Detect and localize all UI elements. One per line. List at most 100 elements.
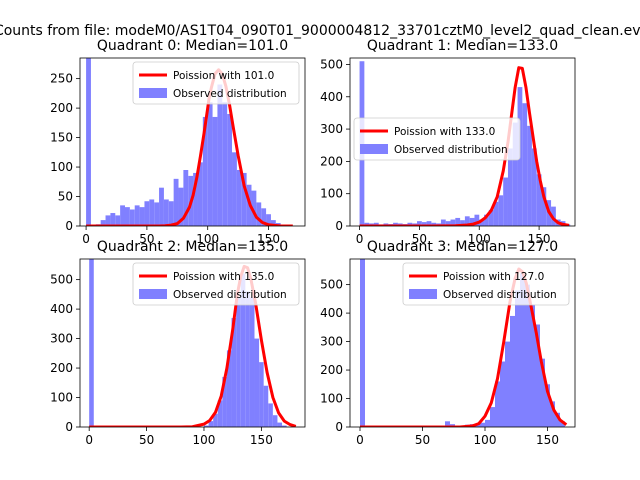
histogram-bar xyxy=(560,421,565,427)
histogram-bar xyxy=(445,221,451,226)
histogram-bar xyxy=(203,425,209,427)
y-tick-label: 100 xyxy=(50,391,73,405)
histogram-bar xyxy=(510,315,515,427)
legend-entry: Poission with 133.0 xyxy=(394,126,495,138)
y-tick-label: 0 xyxy=(65,420,73,434)
legend-entry: Observed distribution xyxy=(173,289,287,301)
histogram-bar xyxy=(282,425,287,427)
x-tick-label: 0 xyxy=(356,433,364,447)
histogram-bar xyxy=(527,125,532,226)
histogram-bar xyxy=(393,222,398,226)
y-tick-label: 0 xyxy=(335,219,343,233)
histogram-bar xyxy=(495,381,500,427)
histogram-bar xyxy=(178,187,184,226)
histogram-bar xyxy=(173,178,179,226)
histogram-bar xyxy=(226,350,232,427)
histogram-bar xyxy=(479,219,485,226)
legend-entry: Observed distribution xyxy=(394,144,508,156)
axes-frame xyxy=(79,258,306,428)
legend-box xyxy=(132,262,300,306)
histogram-bar xyxy=(129,209,135,226)
histogram-bar xyxy=(541,187,547,226)
histogram-bar xyxy=(484,214,489,226)
histogram-bar xyxy=(263,385,269,427)
histogram-bar xyxy=(125,207,130,226)
histogram-bar xyxy=(197,162,203,226)
histogram-bar xyxy=(530,304,535,427)
histogram-bar xyxy=(100,220,106,226)
x-tick-label: 100 xyxy=(468,232,491,246)
axes-frame xyxy=(349,57,576,227)
histogram-bar xyxy=(268,403,273,427)
y-tick-label: 300 xyxy=(320,335,343,349)
x-tick-label: 50 xyxy=(412,232,427,246)
histogram-bar xyxy=(193,172,198,226)
x-tick-label: 100 xyxy=(196,232,219,246)
legend-entry: Observed distribution xyxy=(443,289,557,301)
histogram-bar xyxy=(464,216,470,226)
y-tick-label: 200 xyxy=(320,363,343,377)
histogram-bar xyxy=(272,415,278,427)
y-tick-label: 400 xyxy=(320,306,343,320)
histogram-bar xyxy=(522,103,528,226)
histogram-bar xyxy=(407,222,413,226)
histogram-bar xyxy=(240,273,246,427)
histogram-bar xyxy=(212,116,218,226)
y-tick-label: 0 xyxy=(65,219,73,233)
y-tick-label: 50 xyxy=(58,190,73,204)
histogram-bar xyxy=(154,202,160,226)
histogram-bar xyxy=(232,152,237,226)
y-tick-label: 200 xyxy=(50,101,73,115)
histogram-bar xyxy=(545,384,550,427)
histogram-bar xyxy=(515,290,520,427)
histogram-bar xyxy=(520,273,525,427)
subplot-grid: 0 50 100 150 0 50 100 150 200 250 Quadrant 0: Medi… xyxy=(50,38,576,447)
legend-entry: Observed distribution xyxy=(173,88,287,100)
histogram-bar xyxy=(277,422,283,427)
plot-area xyxy=(86,58,293,226)
histogram-bar xyxy=(251,190,257,226)
histogram-bar xyxy=(493,201,499,226)
histogram-bar xyxy=(507,148,513,226)
histogram-bar xyxy=(460,220,465,226)
histogram-bar xyxy=(450,219,456,226)
histogram-bar xyxy=(227,114,233,226)
histogram-bar xyxy=(364,222,370,226)
legend-entry: Poission with 101.0 xyxy=(173,70,274,82)
histogram-bar xyxy=(222,376,227,427)
histogram-bar xyxy=(485,419,490,427)
y-tick-label: 300 xyxy=(50,332,73,346)
histogram-bar xyxy=(505,341,510,427)
subplot-quadrant-1: 0 50 100 150 0 100 200 300 400 500 Quadrant 1: Med… xyxy=(320,38,576,246)
x-tick-label: 100 xyxy=(193,433,216,447)
histogram-bar xyxy=(488,209,494,226)
histogram-bar xyxy=(159,187,164,226)
histogram-bar xyxy=(259,362,264,427)
axes-frame xyxy=(79,57,306,227)
histogram-bar xyxy=(512,122,518,226)
y-tick-label: 100 xyxy=(320,187,343,201)
histogram-bar xyxy=(480,422,485,427)
histogram-bar xyxy=(245,291,250,427)
legend-patch-swatch xyxy=(139,289,167,299)
histogram-bar xyxy=(474,214,480,226)
histogram-bar xyxy=(431,222,437,226)
subplot-quadrant-2: 0 50 100 150 0 100 200 300 400 500 Quadrant 2: Med… xyxy=(50,239,306,447)
poisson-fit-line xyxy=(359,66,570,226)
subplot-quadrant-0: 0 50 100 150 0 50 100 150 200 250 Quadrant 0: Medi… xyxy=(50,38,306,246)
y-tick-label: 500 xyxy=(320,278,343,292)
histogram-bar xyxy=(249,297,255,427)
legend-box xyxy=(353,117,521,161)
histogram-bar xyxy=(445,421,450,427)
x-tick-label: 0 xyxy=(85,433,93,447)
histogram-bar xyxy=(417,221,422,226)
poisson-fit-line xyxy=(86,68,293,226)
histogram-bar xyxy=(208,421,214,427)
histogram-bar xyxy=(503,177,508,226)
histogram-bar xyxy=(144,201,150,226)
y-tick-label: 500 xyxy=(320,57,343,71)
histogram-bar xyxy=(531,148,537,226)
y-tick-label: 100 xyxy=(50,160,73,174)
histogram-bar xyxy=(535,324,540,427)
histogram-bar xyxy=(455,217,461,226)
